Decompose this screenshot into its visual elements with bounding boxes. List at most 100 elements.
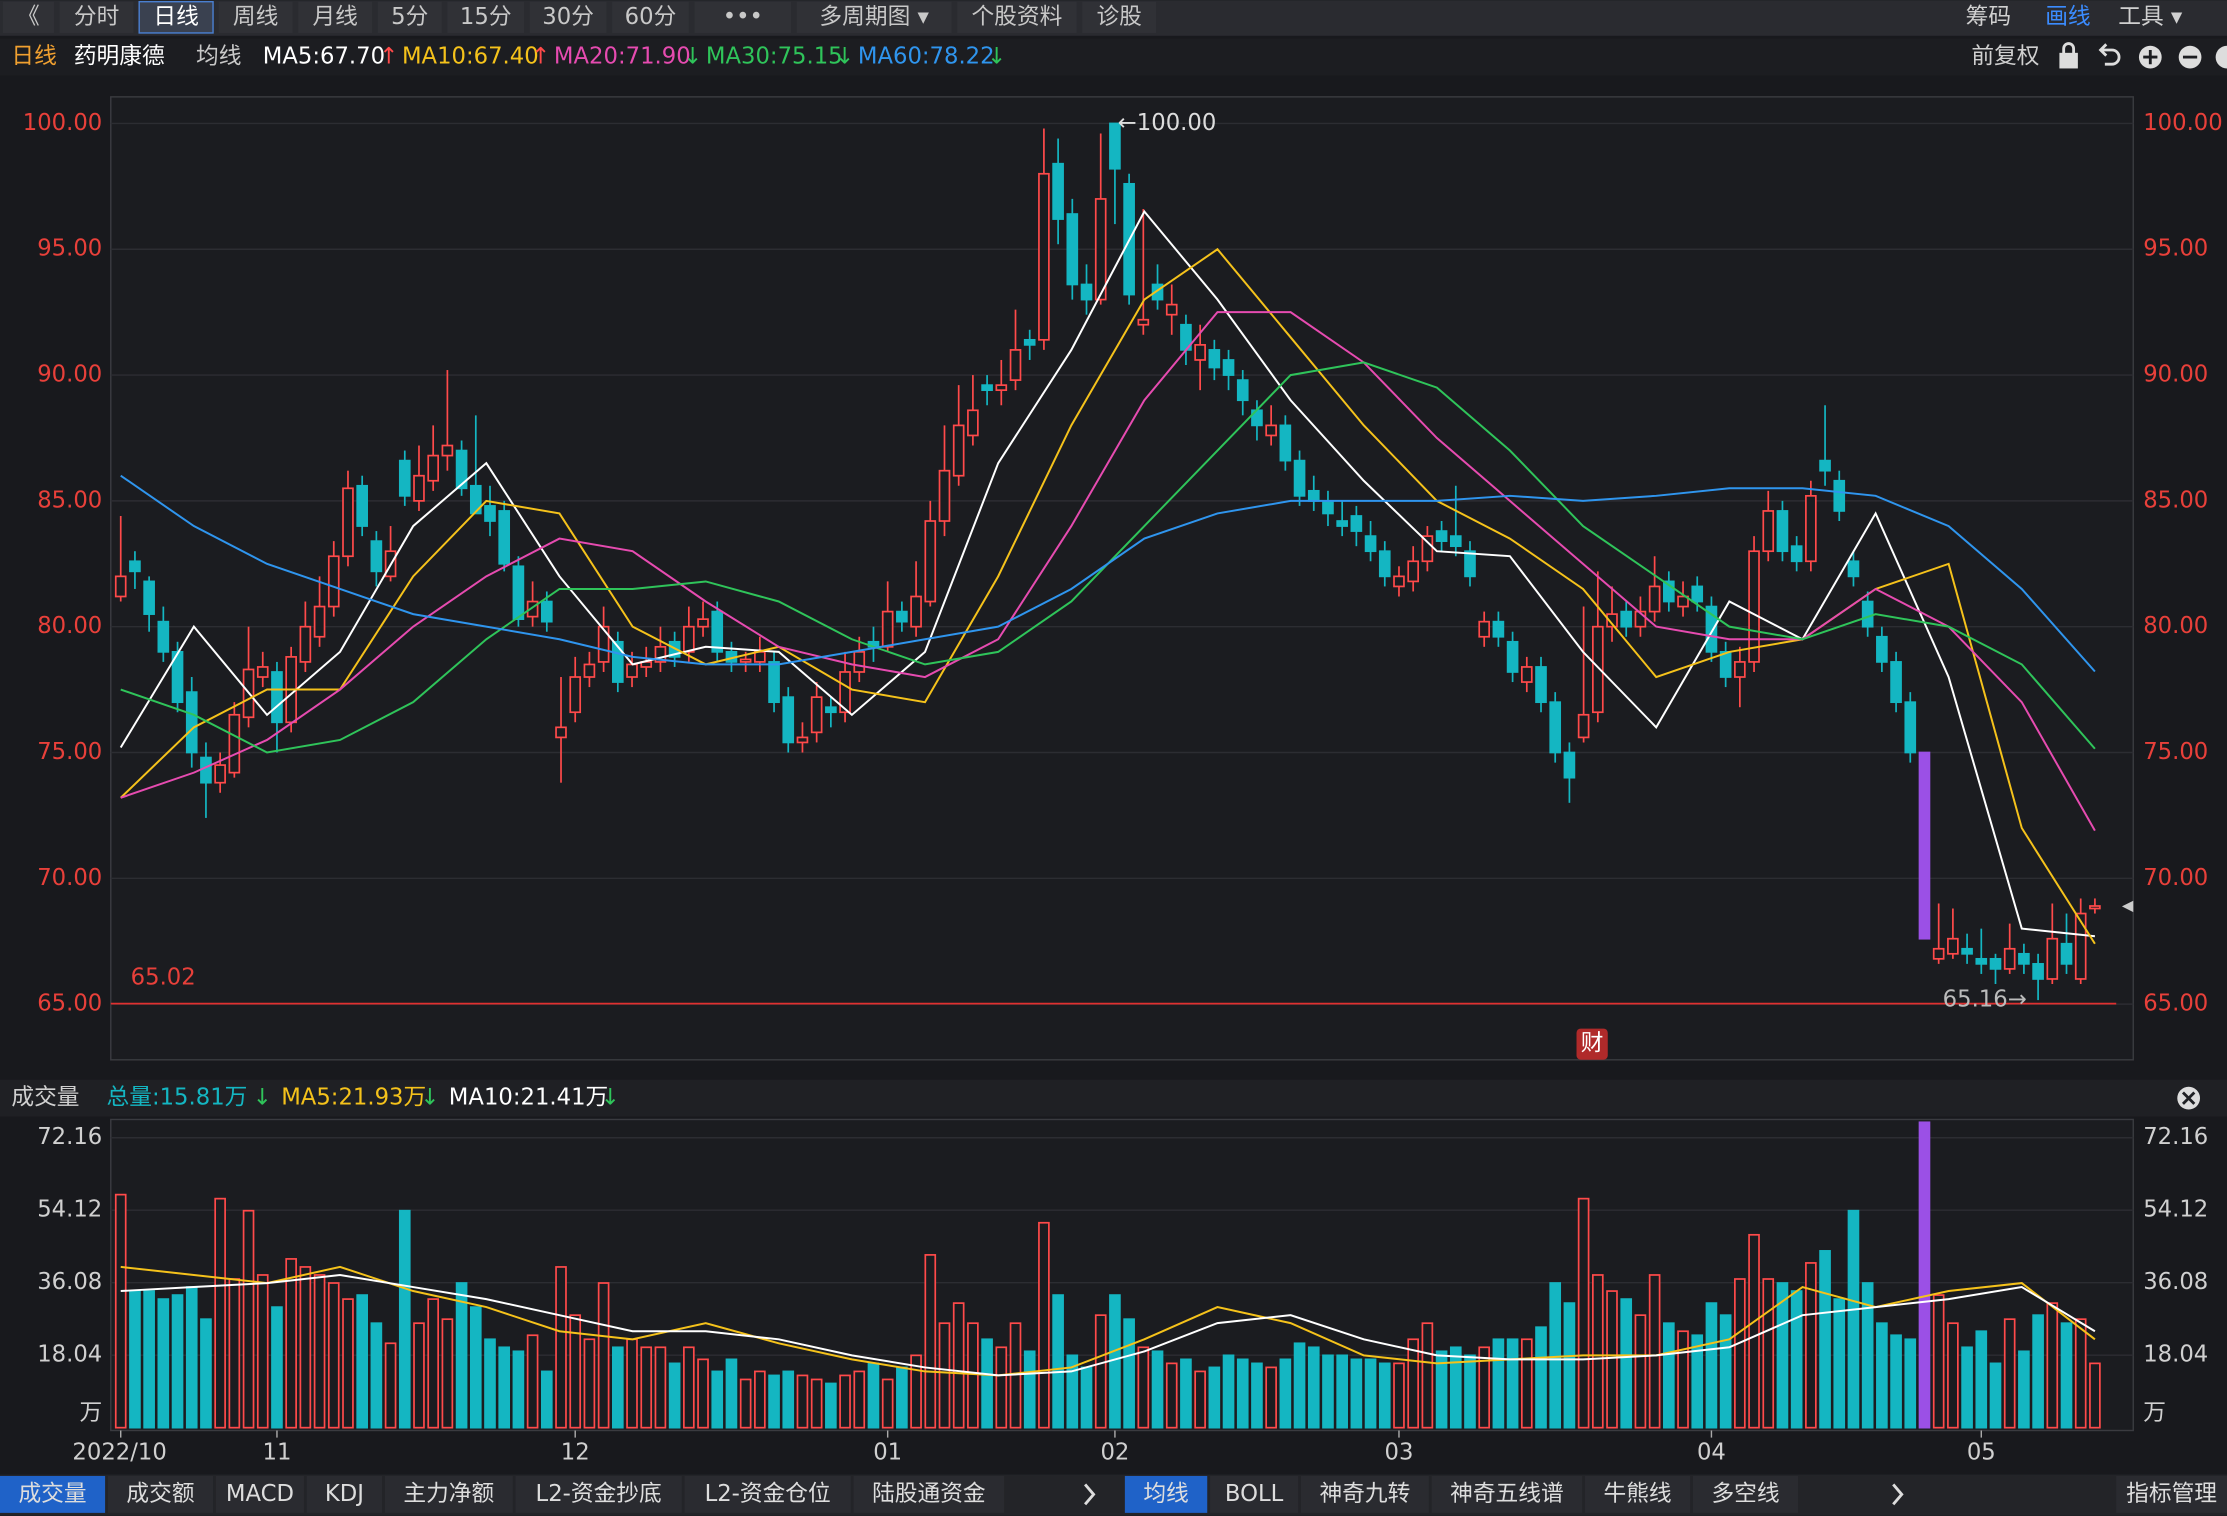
volume-bar — [640, 1346, 653, 1429]
candle-body — [356, 484, 368, 527]
volume-bar — [754, 1370, 766, 1429]
indicator-tab[interactable] — [0, 1475, 106, 1513]
indicator-tab-label: MACD — [226, 1481, 294, 1507]
x-tick-label: 04 — [1697, 1440, 1726, 1466]
toolbar-label: 个股资料 — [971, 4, 1062, 30]
toolbar-button[interactable] — [529, 1, 607, 33]
tabs-scroll[interactable] — [1892, 1483, 1904, 1506]
toolbar-button[interactable] — [957, 1, 1077, 33]
volume-bar — [2046, 1302, 2059, 1429]
volume-bar — [157, 1298, 170, 1429]
candle-body — [342, 487, 354, 558]
toolbar-button[interactable] — [1082, 1, 1157, 33]
indicator-tab[interactable] — [384, 1475, 513, 1513]
candle-body — [1023, 338, 1036, 346]
volume-bar — [697, 1358, 709, 1429]
overlay-tab[interactable] — [1210, 1475, 1299, 1513]
toolbar-label: 《 — [17, 4, 40, 30]
y-tick-label: 70.00 — [37, 865, 102, 891]
candle-body — [370, 540, 383, 573]
indicator-tab[interactable] — [853, 1475, 1005, 1513]
candle-body — [796, 736, 809, 744]
volume-bar — [1691, 1334, 1704, 1429]
high-label: ←100.00 — [1118, 110, 1217, 136]
ma-arrow: ↑ — [379, 44, 398, 70]
overlay-tab[interactable] — [1585, 1475, 1691, 1513]
toolbar-button[interactable] — [377, 1, 442, 33]
indicator-tab-label: 成交量 — [18, 1481, 86, 1507]
volume-bar — [1265, 1366, 1277, 1429]
more-icon[interactable] — [2215, 45, 2227, 69]
undo-icon[interactable] — [2098, 43, 2121, 66]
indicator-tab[interactable] — [684, 1475, 851, 1513]
volume-bar — [299, 1266, 312, 1429]
toolbar-right-label[interactable]: 筹码 — [1966, 4, 2011, 30]
y-tick-label-right: 72.16 — [2143, 1124, 2208, 1150]
candle-body — [1989, 957, 2002, 970]
indicator-tab[interactable] — [215, 1475, 304, 1513]
volume-bar — [370, 1322, 383, 1429]
lock-icon[interactable] — [2059, 52, 2078, 69]
volume-bar — [839, 1374, 851, 1429]
toolbar-right-label[interactable]: 工具 ▾ — [2118, 4, 2183, 30]
indicator-tab[interactable] — [306, 1475, 383, 1513]
adjust-label[interactable]: 前复权 — [1971, 44, 2039, 70]
candle-body — [1421, 535, 1434, 563]
volume-bar — [1776, 1282, 1789, 1429]
y-tick-label-right: 18.04 — [2143, 1342, 2208, 1368]
candle-body — [1918, 751, 1931, 940]
toolbar-button[interactable] — [796, 1, 952, 33]
toolbar-button[interactable] — [2, 1, 54, 33]
volume-bar — [1066, 1354, 1079, 1429]
candle-body — [626, 663, 638, 678]
badge-bg[interactable] — [1576, 1028, 1608, 1060]
candle-body — [1165, 303, 1178, 316]
candle-body — [1492, 620, 1505, 638]
badge[interactable]: 财 — [1581, 1031, 1604, 1057]
indicator-tab[interactable] — [107, 1475, 214, 1513]
candle-body — [1478, 620, 1491, 638]
toolbar-button[interactable] — [298, 1, 373, 33]
manage-button[interactable] — [2116, 1475, 2227, 1513]
indicator-tab-label: L2-资金抄底 — [536, 1481, 662, 1507]
toolbar-right-label[interactable]: 画线 — [2045, 4, 2090, 30]
overlay-tab[interactable] — [1692, 1475, 1799, 1513]
overlay-tab[interactable] — [1300, 1475, 1429, 1513]
toolbar-button[interactable] — [694, 1, 792, 33]
volume-bar — [1165, 1362, 1178, 1429]
candle-body — [2003, 947, 2016, 970]
volume-bar — [825, 1382, 837, 1429]
overlay-tab[interactable] — [1124, 1475, 1208, 1513]
volume-bar — [242, 1209, 255, 1429]
x-tick-label: 05 — [1967, 1440, 1996, 1466]
toolbar-button[interactable] — [612, 1, 689, 33]
toolbar-button[interactable] — [218, 1, 293, 33]
candle-body — [597, 625, 610, 663]
volume-bar — [1236, 1358, 1249, 1429]
toolbar-label: 分时 — [74, 4, 119, 30]
volume-bar — [1208, 1366, 1221, 1429]
overlay-tab[interactable] — [1431, 1475, 1583, 1513]
candle-body — [967, 409, 979, 437]
volume-bar — [1762, 1278, 1775, 1429]
volume-bar — [1464, 1354, 1476, 1429]
ma-title: 均线 — [196, 44, 241, 70]
volume-bar — [1876, 1322, 1888, 1429]
tabs-scroll[interactable] — [1084, 1483, 1096, 1506]
volume-bar — [1591, 1274, 1604, 1429]
low-label: 65.16→ — [1943, 987, 2027, 1013]
y-tick-label: 100.00 — [23, 110, 103, 136]
toolbar-button[interactable] — [447, 1, 525, 33]
y-tick-label: 36.08 — [37, 1269, 102, 1295]
candle-body — [540, 600, 553, 623]
candle-body — [1336, 520, 1348, 527]
toolbar-button[interactable] — [138, 0, 214, 34]
ma-value: MA20:71.90 — [554, 44, 691, 70]
indicator-tab[interactable] — [515, 1475, 682, 1513]
low-line-label: 65.02 — [131, 965, 196, 991]
volume-bar — [952, 1302, 965, 1429]
volume-unit: 万 — [80, 1400, 103, 1426]
toolbar-label: 5分 — [391, 4, 428, 30]
toolbar-button[interactable] — [59, 1, 134, 33]
volume-bar — [1833, 1298, 1846, 1429]
